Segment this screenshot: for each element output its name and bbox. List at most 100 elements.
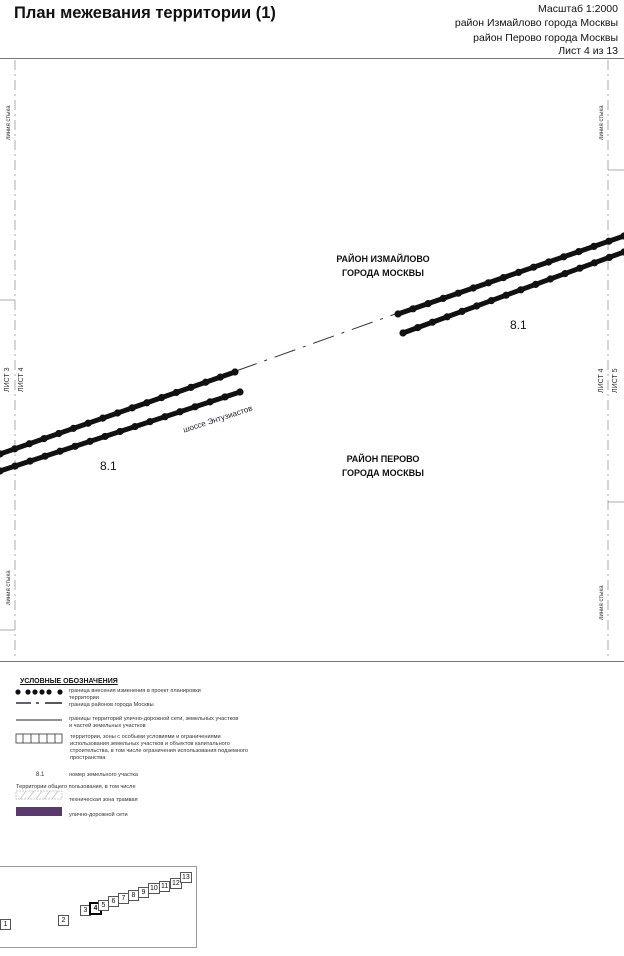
boundary-right-upper (395, 233, 624, 317)
boundary-dot (605, 237, 613, 245)
boundary-dot (560, 253, 568, 261)
sheet-index-2: 2 (58, 915, 69, 926)
boundary-dot (546, 275, 554, 283)
joint-lines (14, 60, 609, 660)
boundary-dot (84, 419, 92, 427)
legend-item-change-boundary: граница внесения изменения в проект план… (69, 688, 201, 701)
district-label-south: РАЙОН ПЕРОВО ГОРОДА МОСКВЫ (313, 452, 453, 480)
boundary-dot (11, 462, 19, 470)
boundary-dot (439, 294, 447, 302)
boundary-dot (71, 442, 79, 450)
boundary-dot (0, 450, 4, 458)
boundary-dot (236, 388, 244, 396)
boundary-dot (454, 289, 462, 297)
boundary-dot (40, 435, 48, 443)
boundary-dot (409, 305, 417, 313)
boundary-dot (443, 313, 451, 321)
boundary-dot (561, 270, 569, 278)
boundary-dot (514, 268, 523, 276)
sheet-label-right-a: ЛИСТ 4 (598, 368, 605, 393)
district-north-line2: ГОРОДА МОСКВЫ (342, 268, 424, 278)
joint-label-right-bottom: линия стыка (599, 585, 605, 620)
joint-ticks (0, 169, 624, 631)
boundary-dots (0, 232, 624, 475)
boundary-dot (143, 399, 151, 407)
legend-dots-symbol (15, 689, 63, 695)
scale-label: Масштаб 1:2000 (538, 3, 618, 15)
boundary-dot (469, 284, 477, 292)
district-north-line1: РАЙОН ИЗМАЙЛОВО (336, 254, 430, 264)
boundary-dot (575, 248, 583, 256)
boundary-dot (517, 286, 525, 294)
legend-zone-symbol (15, 733, 63, 744)
sheet-label-left-a: ЛИСТ 3 (4, 367, 11, 392)
boundary-dot (414, 324, 422, 332)
parcel-label-right: 8.1 (510, 318, 527, 332)
legend-symbols (15, 689, 63, 816)
boundary-dot (590, 259, 599, 267)
legend-tram-symbol (15, 790, 63, 800)
frame-top-line (0, 58, 624, 59)
boundary-dot (487, 297, 495, 305)
boundary-dot (191, 403, 199, 411)
boundary-dot (399, 329, 407, 337)
boundary-dot (428, 318, 437, 326)
sheet-index-map: 1 2 3 4 5 6 7 8 9 10 11 12 13 (0, 866, 197, 948)
sheet-number: Лист 4 из 13 (558, 45, 618, 57)
legend-public-heading: Территории общего пользования, в том чис… (16, 784, 136, 790)
boundary-dot (187, 383, 195, 391)
district-izmaylovo: район Измайлово города Москвы (454, 17, 618, 29)
boundary-dot (206, 398, 214, 406)
district-perovo: район Перово города Москвы (473, 32, 618, 44)
boundary-dot (86, 437, 94, 445)
sheet-index-1: 1 (0, 919, 11, 930)
boundary-dot (590, 242, 598, 250)
boundary-dot (41, 452, 49, 460)
boundary-dot (576, 264, 584, 272)
legend-parcel-sample: 8.1 (36, 772, 45, 778)
boundary-dot (473, 302, 481, 310)
boundary-dot (458, 307, 466, 315)
boundary-dot (69, 424, 78, 432)
boundary-dot (0, 467, 4, 475)
sheet-index-13: 13 (180, 872, 192, 883)
boundary-dot (25, 440, 33, 448)
boundary-dot (530, 263, 538, 271)
legend-item-road-network: улично-дорожной сети (69, 812, 128, 818)
legend-item-road-boundaries: границы территорий улично-дорожной сети,… (69, 716, 239, 729)
boundary-dot (131, 422, 139, 431)
boundary-dot (484, 279, 492, 287)
boundary-dot (221, 393, 229, 401)
parcel-label-left: 8.1 (100, 459, 117, 473)
district-south-line1: РАЙОН ПЕРОВО (346, 454, 420, 464)
boundary-dot (146, 418, 154, 426)
boundary-dot (532, 280, 540, 288)
boundary-dot (128, 404, 136, 412)
boundary-dot (56, 447, 64, 455)
boundary-dot (605, 253, 613, 261)
boundary-dot (11, 445, 19, 453)
sheet-index-12: 12 (170, 878, 182, 889)
boundary-right-lower (400, 249, 624, 336)
joint-label-left-top: линия стыка (6, 105, 12, 140)
boundary-dot (202, 378, 210, 386)
boundary-dot (231, 368, 239, 376)
boundary-dot (101, 432, 109, 441)
boundary-dot (157, 394, 166, 402)
legend-item-special-zones: территории, зоны с особыми условиями и о… (70, 734, 249, 761)
boundary-dot (424, 300, 432, 308)
boundary-dot (55, 429, 63, 438)
document-title: План межевания территории (1) (14, 4, 276, 22)
boundary-dot (620, 232, 624, 240)
boundary-dot (394, 310, 402, 318)
frame-bottom-line (0, 661, 624, 662)
joint-label-right-top: линия стыка (599, 105, 605, 140)
legend-title: УСЛОВНЫЕ ОБОЗНАЧЕНИЯ (20, 678, 118, 685)
boundary-dot (172, 388, 180, 397)
sheet-index-11: 11 (159, 881, 171, 892)
boundary-dot (502, 291, 510, 299)
boundary-dot (26, 457, 34, 465)
boundary-dot (216, 373, 224, 381)
boundary-dot (545, 258, 553, 266)
legend-road-symbol (16, 807, 62, 816)
